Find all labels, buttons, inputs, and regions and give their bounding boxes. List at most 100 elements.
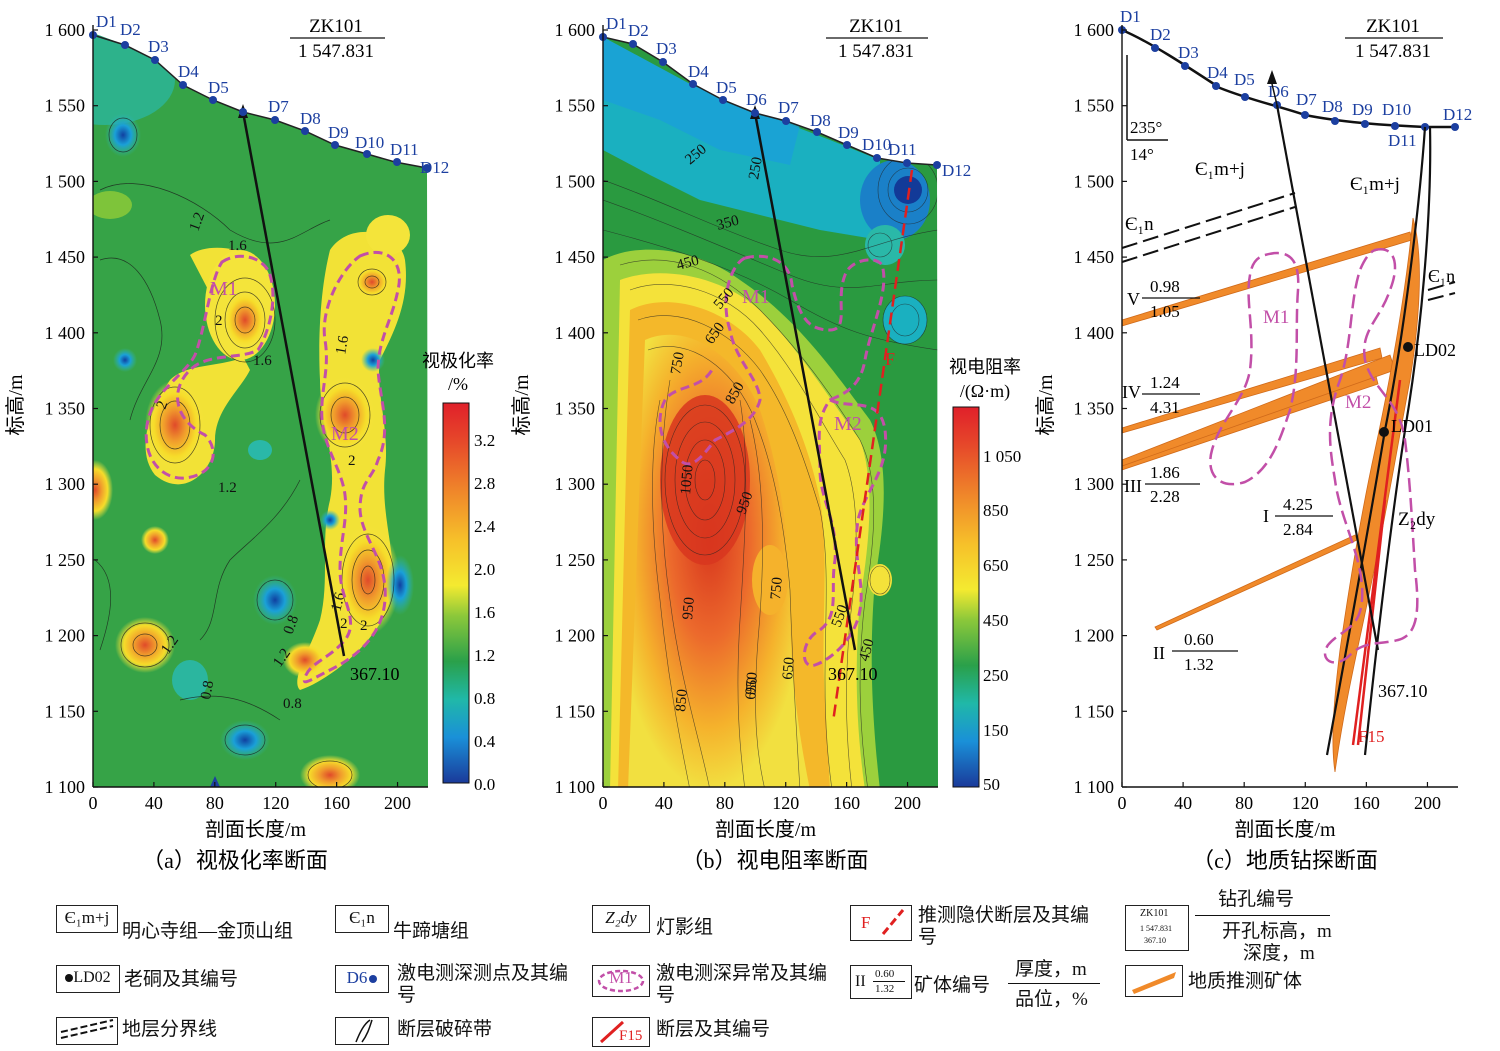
legend-text: 厚度，m (1015, 959, 1087, 980)
station-label: D8 (1322, 97, 1343, 116)
legend-symbol-text: D6 (346, 968, 368, 987)
dip-label: 14° (1130, 145, 1154, 164)
station-label: D4 (1207, 63, 1228, 82)
y-tick-label: 1 150 (555, 701, 596, 721)
station-label: D4 (178, 62, 199, 81)
y-tick-label: 1 550 (555, 96, 596, 116)
legend-text: 灯影组 (656, 917, 714, 938)
legend-pit-dot (65, 974, 74, 983)
y-tick-label: 1 250 (555, 550, 596, 570)
contour-label: 750 (768, 577, 786, 601)
y-tick-label: 1 500 (1074, 171, 1115, 191)
y-tick-label: 1 600 (555, 20, 596, 40)
colorbar-tick: 3.2 (474, 431, 495, 450)
x-tick-label: 40 (145, 793, 163, 813)
contour-label: 350 (715, 213, 741, 234)
strat-label: Є₁m+j (1195, 159, 1245, 180)
legend-text: 深度，m (1243, 943, 1315, 964)
drill-header-b: ZK101 1 547.831 (826, 16, 928, 62)
y-tick-label: 1 400 (555, 323, 596, 343)
x-tick-label: 0 (599, 793, 608, 813)
colorbar-tick: 2.8 (474, 474, 495, 493)
orientation-marker: 235° 14° (1126, 55, 1168, 164)
azimuth-label: 235° (1130, 118, 1162, 137)
drill-collar: 1 547.831 (838, 41, 914, 62)
orebody-id: II (1153, 643, 1165, 663)
station-label: D1 (1120, 7, 1141, 26)
x-axis-title: 剖面长度/m (715, 818, 817, 841)
station-label: D2 (120, 20, 141, 39)
orebody-grade: 2.84 (1283, 520, 1313, 539)
x-tick-label: 200 (894, 793, 921, 813)
legend-symbol-ore (1125, 965, 1183, 997)
strat-label: Z₂dy (1398, 509, 1436, 530)
x-tick-label: 40 (1174, 793, 1192, 813)
legend-symbol-text: II (855, 973, 866, 990)
x-tick-label: 40 (655, 793, 673, 813)
station-label: D8 (300, 109, 321, 128)
orebody-thickness: 4.25 (1283, 495, 1313, 514)
contour-label: 950 (743, 672, 761, 696)
y-tick-label: 1 200 (1074, 626, 1115, 646)
station-label: D5 (1234, 70, 1255, 89)
station-label: D9 (838, 123, 859, 142)
legend-symbol: Z₂dy (592, 905, 650, 933)
legend: Є₁m+j 明心寺组—金顶山组 Є₁n 牛蹄塘组 Z₂dy 灯影组 F 推测隐伏… (0, 885, 1500, 1050)
contour-label: 950 (680, 597, 698, 621)
colorbar-unit: /(Ω·m) (960, 381, 1010, 402)
panel-b: 250 250 350 450 550 650 750 850 1050 950… (599, 14, 1021, 794)
drill-depth-label: 367.10 (828, 664, 878, 684)
colorbar-tick: 1.2 (474, 646, 495, 665)
legend-text: 品位，% (1015, 989, 1088, 1010)
contour-label: 2 (340, 616, 348, 632)
legend-frac-top: 0.60 (875, 968, 895, 980)
orebody-label-v: V 0.98 1.05 (1127, 277, 1200, 321)
y-tick-label: 1 450 (555, 247, 596, 267)
pit-label: LD02 (1414, 340, 1456, 360)
station-label: D1 (96, 12, 117, 31)
axes: 1 600 1 550 1 500 1 450 1 400 1 350 1 300 1 250… (4, 20, 1458, 841)
orebody-id: IV (1122, 382, 1141, 402)
station-label: D4 (688, 62, 709, 81)
y-tick-label: 1 200 (45, 626, 86, 646)
contour-label: 450 (856, 637, 877, 663)
contour-label: 0.8 (198, 679, 217, 700)
contour-label: 850 (673, 689, 691, 713)
drill-hole-trace (1275, 104, 1380, 651)
orebody-grade: 1.05 (1150, 302, 1180, 321)
y-tick-label: 1 500 (45, 171, 86, 191)
drill-depth-label: 367.10 (1378, 681, 1428, 701)
station-label: D2 (1150, 25, 1171, 44)
strat-label: Є₁n (1428, 266, 1455, 286)
legend-symbol: Є₁m+j (56, 905, 118, 933)
legend-symbol-text: ZK101 (1140, 908, 1169, 919)
legend-text: 激电测深异常及其编号 (656, 963, 828, 1006)
colorbar-tick: 450 (983, 611, 1009, 630)
colorbar-tick: 0.0 (474, 775, 495, 794)
drill-id: ZK101 (309, 16, 363, 37)
orebody-grade: 1.32 (1184, 655, 1214, 674)
stations-a: D1 D2 D3 D4 D5 D7 D8 D9 D10 D11 D12 (89, 12, 449, 177)
y-tick-label: 1 400 (45, 323, 86, 343)
y-tick-label: 1 200 (555, 626, 596, 646)
orebody-grade: 2.28 (1150, 487, 1180, 506)
station-label: D1 (606, 14, 627, 33)
colorbar-tick: 2.0 (474, 560, 495, 579)
contour-label: 1.6 (333, 334, 352, 356)
legend-symbol-anomaly: M1 (592, 965, 650, 997)
fault-label: F (885, 349, 895, 369)
anomaly-m1-outline-lower (658, 256, 762, 466)
orebody-label-i: I 4.25 2.84 (1263, 495, 1333, 539)
legend-text: 地层分界线 (122, 1019, 218, 1040)
legend-symbol-text: LD02 (73, 969, 111, 986)
anomaly-m1-label: M1 (742, 286, 770, 308)
panel-c: D1 D2 D3 D4 D5 D6 D7 D8 D9 D10 D11 D12 Z… (1118, 7, 1472, 773)
colorbar-title: 视电阻率 (949, 357, 1021, 377)
colorbar-tick: 1 050 (983, 447, 1021, 466)
station-label: D9 (1352, 100, 1373, 119)
drill-depth-label: 367.10 (350, 664, 400, 684)
legend-symbol: Є₁n (335, 905, 389, 933)
y-axis-title: 标高/m (1034, 374, 1057, 436)
anomaly-m1-outline (744, 254, 886, 402)
topography-line (1121, 28, 1455, 129)
